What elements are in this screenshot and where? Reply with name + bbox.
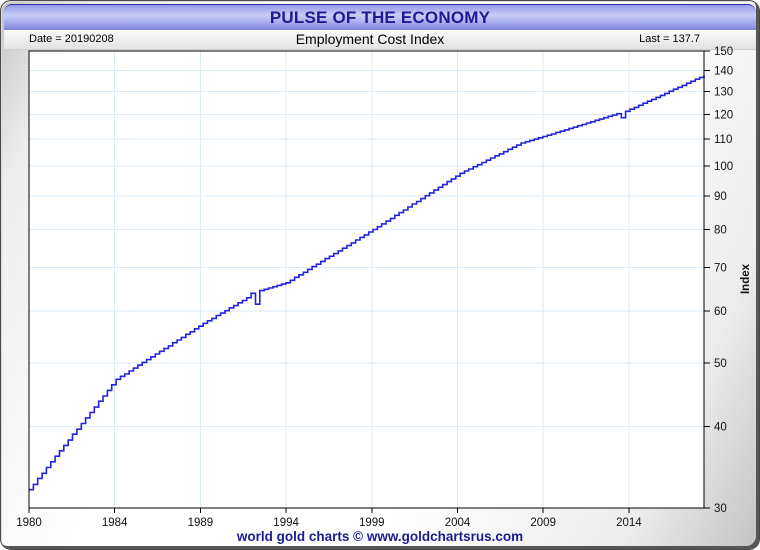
eci-series-line <box>29 75 705 491</box>
svg-text:1994: 1994 <box>273 517 299 529</box>
svg-text:110: 110 <box>714 134 732 146</box>
svg-text:1989: 1989 <box>188 517 214 529</box>
gridlines <box>29 51 704 508</box>
svg-text:80: 80 <box>714 225 727 237</box>
svg-text:30: 30 <box>714 503 727 515</box>
plot-background <box>29 51 704 508</box>
title-bar: PULSE OF THE ECONOMY <box>4 4 756 31</box>
svg-text:1984: 1984 <box>102 517 128 529</box>
x-axis-labels: 1980 1984 1989 1994 1999 2004 2009 2014 <box>16 508 642 529</box>
y-axis-title: Index <box>740 263 752 295</box>
page-title: PULSE OF THE ECONOMY <box>269 8 491 27</box>
svg-text:50: 50 <box>714 358 727 370</box>
svg-text:130: 130 <box>714 87 733 99</box>
svg-text:60: 60 <box>714 306 727 318</box>
footer-credit: world gold charts © www.goldchartsrus.co… <box>236 529 524 544</box>
plot-border <box>28 50 705 509</box>
svg-text:140: 140 <box>714 66 733 78</box>
series-title: Employment Cost Index <box>295 31 445 47</box>
svg-text:2014: 2014 <box>616 517 642 529</box>
date-label: Date = 20190208 <box>29 33 114 45</box>
last-value-label: Last = 137.7 <box>639 33 700 45</box>
svg-text:70: 70 <box>714 262 727 274</box>
svg-text:40: 40 <box>714 421 727 433</box>
svg-text:2009: 2009 <box>530 517 556 529</box>
subtitle-bar: Date = 20190208 Employment Cost Index La… <box>4 30 756 50</box>
svg-text:100: 100 <box>714 161 733 173</box>
svg-text:1980: 1980 <box>16 517 42 529</box>
svg-text:1999: 1999 <box>359 517 385 529</box>
svg-text:120: 120 <box>714 109 733 121</box>
svg-text:2004: 2004 <box>445 517 471 529</box>
svg-text:90: 90 <box>714 191 727 203</box>
